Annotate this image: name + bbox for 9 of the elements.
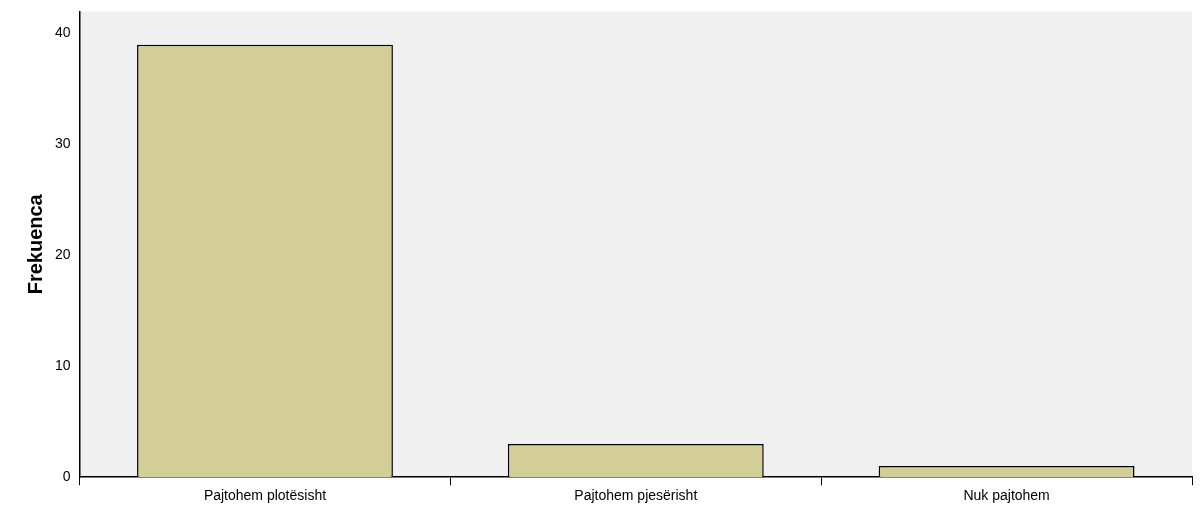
- y-tick-label: 40: [54, 24, 71, 41]
- y-tick-label: 30: [54, 135, 71, 152]
- x-tick-label: Pajtohem plotësisht: [203, 487, 327, 504]
- x-tick-label: Pajtohem pjesërisht: [574, 487, 698, 504]
- y-tick-label: 0: [62, 468, 71, 485]
- y-axis-title: Frekuenca: [23, 193, 46, 295]
- y-tick-label: 10: [54, 357, 71, 374]
- x-tick-label: Nuk pajtohem: [963, 487, 1050, 504]
- y-tick-label: 20: [54, 246, 71, 263]
